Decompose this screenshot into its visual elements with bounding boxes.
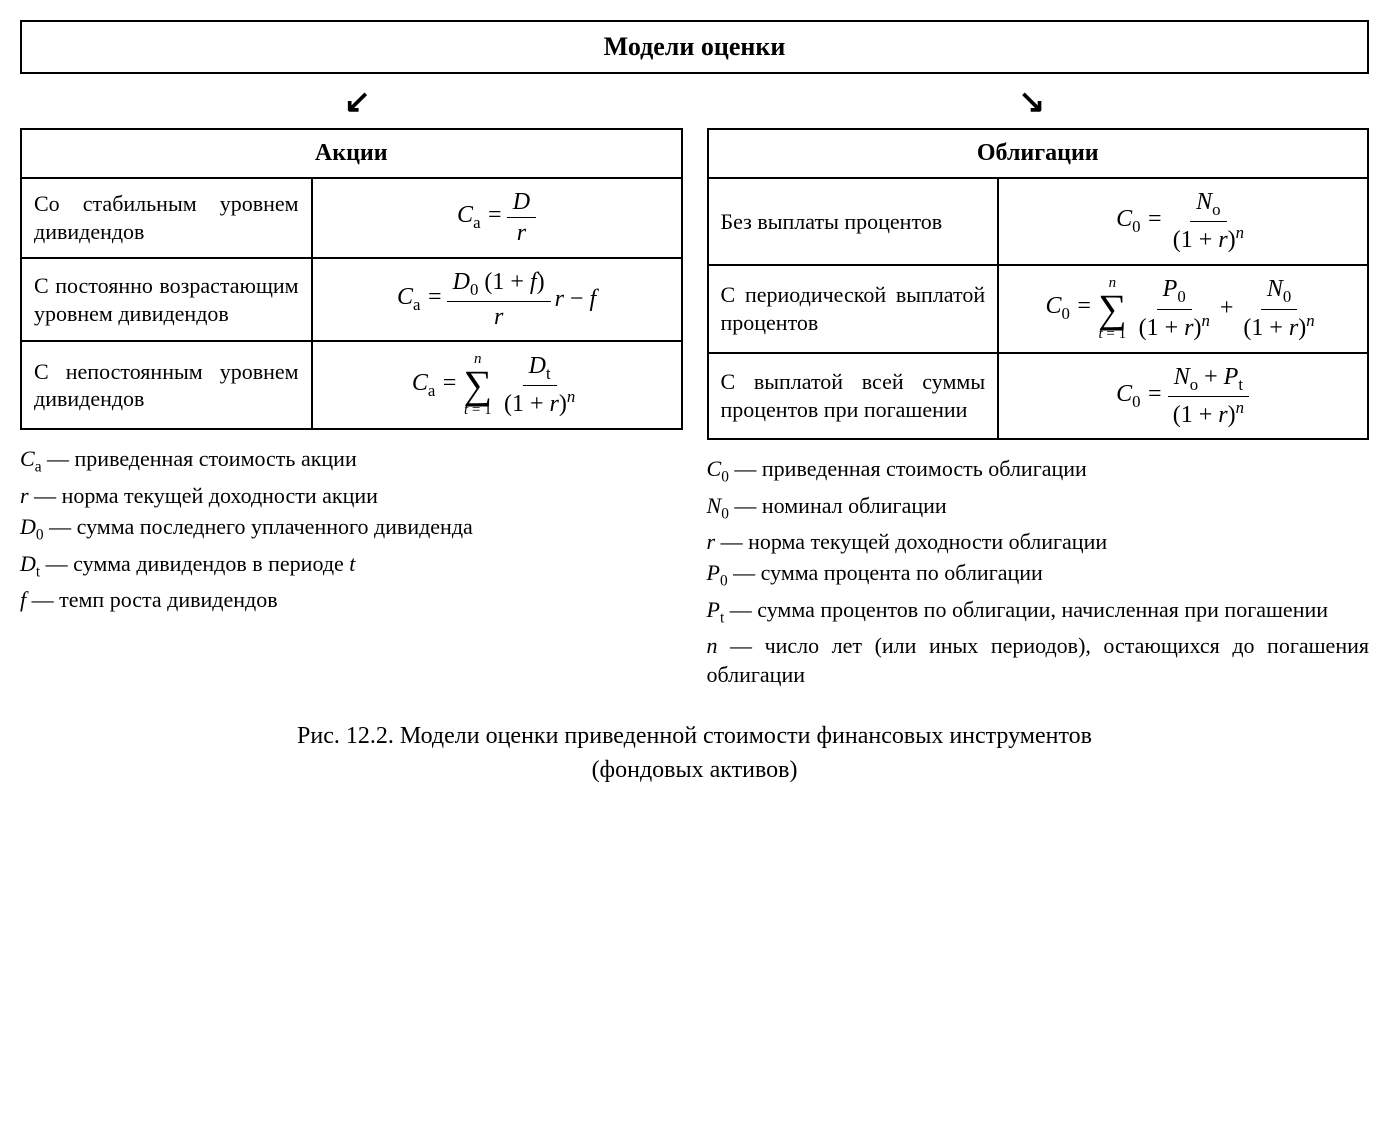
arrow-row: ↙ ↘ <box>20 82 1369 120</box>
arrow-right-icon: ↘ <box>695 82 1370 120</box>
bonds-row1-formula: C0 = Nо (1 + r)n <box>998 178 1368 265</box>
bonds-row3-formula: C0 = Nо + Pt (1 + r)n <box>998 353 1368 440</box>
table-row: С постоянно возрастающим уровнем дивиден… <box>21 258 682 342</box>
legend-line: r — норма текущей доходности облигации <box>707 527 1370 557</box>
columns: Акции Со стабильным уровнем дивидендов C… <box>20 128 1369 692</box>
legend-line: D0 — сумма последнего уплаченного дивиде… <box>20 512 683 546</box>
arrow-left-icon: ↙ <box>20 82 695 120</box>
stocks-row3-desc: С непостоянным уровнем дивидендов <box>21 341 312 429</box>
header-box: Модели оценки <box>20 20 1369 74</box>
legend-line: Pt — сумма процентов по облигации, начис… <box>707 595 1370 629</box>
bonds-row2-formula: C0 = n ∑ t = 1 P0 (1 + r)n + <box>998 265 1368 353</box>
stocks-legend: Cа — приведенная стоимость акции r — нор… <box>20 444 683 616</box>
table-row: С непостоянным уровнем дивидендов Cа = n… <box>21 341 682 429</box>
legend-line: r — норма текущей доходности акции <box>20 481 683 511</box>
stocks-row3-formula: Cа = n ∑ t = 1 Dt (1 + r)n <box>312 341 682 429</box>
bonds-table: Облигации Без выплаты процентов C0 = Nо … <box>707 128 1370 440</box>
table-row: Без выплаты процентов C0 = Nо (1 + r)n <box>708 178 1369 265</box>
legend-line: n — число лет (или иных периодов), остаю… <box>707 631 1370 690</box>
legend-line: N0 — номинал облигации <box>707 491 1370 525</box>
legend-line: f — темп роста дивидендов <box>20 585 683 615</box>
bonds-row1-desc: Без выплаты процентов <box>708 178 999 265</box>
stocks-heading: Акции <box>21 129 682 178</box>
bonds-heading: Облигации <box>708 129 1369 178</box>
legend-line: Dt — сумма дивидендов в периоде t <box>20 549 683 583</box>
caption-line1: Рис. 12.2. Модели оценки приведенной сто… <box>297 723 1092 749</box>
figure-caption: Рис. 12.2. Модели оценки приведенной сто… <box>20 720 1369 787</box>
bonds-row2-desc: С периодической выплатой процентов <box>708 265 999 353</box>
stocks-row1-formula: Cа = D r <box>312 178 682 258</box>
header-title: Модели оценки <box>604 32 786 61</box>
table-row: С периодической выплатой процентов C0 = … <box>708 265 1369 353</box>
stocks-row1-desc: Со стабильным уровнем дивидендов <box>21 178 312 258</box>
stocks-row2-desc: С постоянно возрастающим уровнем дивиден… <box>21 258 312 342</box>
caption-line2: (фондовых активов) <box>592 757 798 783</box>
bonds-row3-desc: С выплатой всей суммы процентов при пога… <box>708 353 999 440</box>
stocks-column: Акции Со стабильным уровнем дивидендов C… <box>20 128 683 692</box>
stocks-table: Акции Со стабильным уровнем дивидендов C… <box>20 128 683 430</box>
bonds-legend: C0 — приведенная стоимость облигации N0 … <box>707 454 1370 692</box>
legend-line: C0 — приведенная стоимость облигации <box>707 454 1370 488</box>
bonds-column: Облигации Без выплаты процентов C0 = Nо … <box>707 128 1370 692</box>
table-row: С выплатой всей суммы процентов при пога… <box>708 353 1369 440</box>
page: Модели оценки ↙ ↘ Акции Со стабильным ур… <box>20 20 1369 787</box>
legend-line: Cа — приведенная стоимость акции <box>20 444 683 478</box>
legend-line: P0 — сумма процента по облигации <box>707 558 1370 592</box>
stocks-row2-formula: Cа = D0 (1 + f) r r − f <box>312 258 682 342</box>
table-row: Со стабильным уровнем дивидендов Cа = D … <box>21 178 682 258</box>
